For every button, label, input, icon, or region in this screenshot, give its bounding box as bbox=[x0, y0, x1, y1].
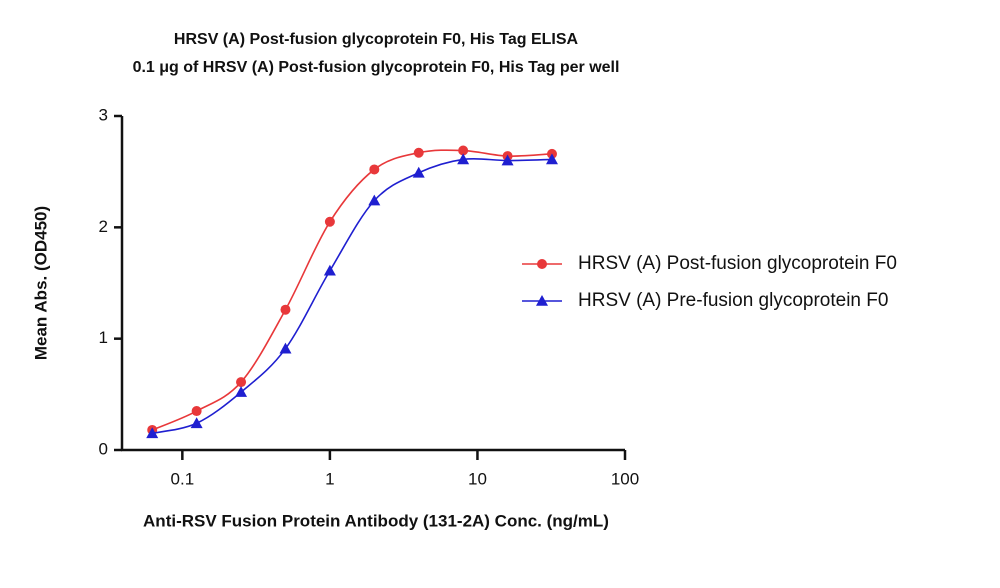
x-tick-label: 10 bbox=[468, 469, 487, 488]
data-point bbox=[191, 406, 202, 417]
data-point bbox=[369, 164, 380, 175]
data-point bbox=[458, 145, 469, 156]
y-tick-label: 1 bbox=[99, 328, 108, 347]
data-point bbox=[545, 153, 558, 165]
data-point bbox=[190, 417, 203, 429]
data-point bbox=[323, 264, 336, 276]
legend-marker bbox=[537, 259, 547, 269]
legend-label: HRSV (A) Pre-fusion glycoprotein F0 bbox=[578, 290, 888, 311]
data-point bbox=[146, 427, 159, 439]
data-point bbox=[457, 153, 470, 165]
data-point bbox=[501, 154, 514, 166]
chart-subtitle: 0.1 μg of HRSV (A) Post-fusion glycoprot… bbox=[133, 59, 620, 76]
x-tick-label: 100 bbox=[611, 469, 639, 488]
data-point bbox=[279, 342, 292, 354]
y-tick-label: 2 bbox=[99, 217, 108, 236]
fit-curve bbox=[152, 157, 553, 435]
y-tick-label: 3 bbox=[99, 105, 108, 124]
data-point bbox=[324, 216, 335, 227]
x-axis-label: Anti-RSV Fusion Protein Antibody (131-2A… bbox=[143, 511, 609, 530]
legend-label: HRSV (A) Post-fusion glycoprotein F0 bbox=[578, 253, 897, 274]
y-axis-label: Mean Abs. (OD450) bbox=[31, 206, 50, 360]
x-tick-label: 0.1 bbox=[171, 469, 195, 488]
chart-title: HRSV (A) Post-fusion glycoprotein F0, Hi… bbox=[174, 31, 579, 48]
y-tick-label: 0 bbox=[99, 439, 108, 458]
data-point bbox=[368, 194, 381, 206]
data-point bbox=[236, 377, 247, 388]
legend-marker bbox=[536, 295, 548, 306]
fit-curve bbox=[151, 149, 553, 431]
data-point bbox=[413, 147, 424, 158]
x-tick-label: 1 bbox=[325, 469, 334, 488]
data-point bbox=[412, 166, 425, 178]
data-point bbox=[280, 304, 291, 315]
data-point bbox=[235, 386, 248, 397]
